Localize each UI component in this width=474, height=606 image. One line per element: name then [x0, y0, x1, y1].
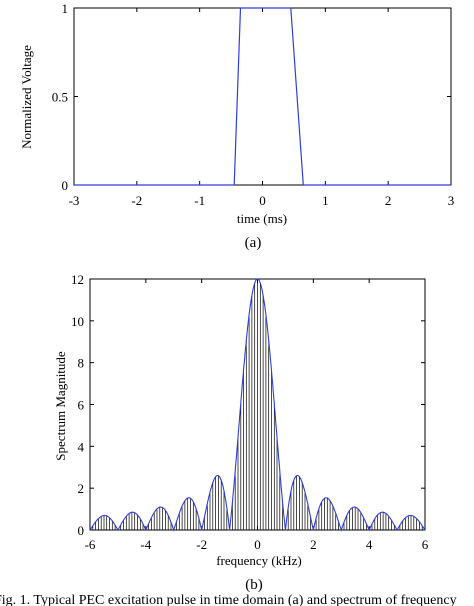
plot-b-xtick-label: -2	[196, 537, 207, 552]
plot-a-xtick-label: -1	[194, 193, 205, 208]
figure-caption: Fig. 1. Typical PEC excitation pulse in …	[0, 593, 457, 606]
plot-b-ytick-label: 4	[78, 439, 85, 454]
plot-b-subplot-label: (b)	[245, 577, 263, 593]
plot-b-xtick-label: 0	[254, 537, 261, 552]
plot-b-xtick-label: 6	[422, 537, 429, 552]
plot-a-ylabel: Normalized Voltage	[19, 45, 34, 149]
plot-b-xtick-label: -6	[85, 537, 96, 552]
plot-a-xtick-label: 1	[322, 193, 329, 208]
plot-b-ytick-label: 10	[71, 314, 84, 329]
plot-b-ytick-label: 6	[78, 398, 85, 413]
plot-a-frame	[73, 7, 452, 186]
plot-b-ytick-label: 2	[78, 481, 85, 496]
plot-a-ytick-label: 1	[62, 1, 69, 16]
plot-a-subplot-label: (a)	[245, 235, 262, 251]
plot-a-xtick-label: -3	[69, 193, 80, 208]
plot-b-ytick-label: 8	[78, 356, 85, 371]
plot-b-xtick-label: 4	[366, 537, 373, 552]
subplot-b: -6 -4 -2 0 2 4 6 0 2 4 6 8 10 12 Spectrum Magnitude f…	[53, 272, 429, 593]
plot-b-ytick-label: 12	[71, 272, 84, 287]
plot-a-xlabel: time (ms)	[237, 211, 287, 226]
plot-b-ytick-label: 0	[78, 523, 85, 538]
plot-a-xtick-label: 0	[259, 193, 266, 208]
plot-b-xlabel: frequency (kHz)	[216, 553, 302, 568]
plot-a-xtick-label: 2	[385, 193, 392, 208]
plot-b-envelope-line	[89, 278, 426, 532]
plot-a-ytick-label: 0.5	[52, 90, 68, 105]
plot-a-series-line	[74, 7, 451, 186]
plot-b-ylabel: Spectrum Magnitude	[53, 351, 68, 461]
plot-a-ytick-label: 0	[62, 178, 69, 193]
plot-a-xtick-label: -2	[131, 193, 142, 208]
plot-a-xtick-label: 3	[448, 193, 455, 208]
plot-b-xtick-label: -4	[140, 537, 151, 552]
subplot-a: -3 -2 -1 0 1 2 3 0 0.5 1 Normalized Voltage time …	[19, 1, 454, 251]
plot-b-xtick-label: 2	[310, 537, 317, 552]
